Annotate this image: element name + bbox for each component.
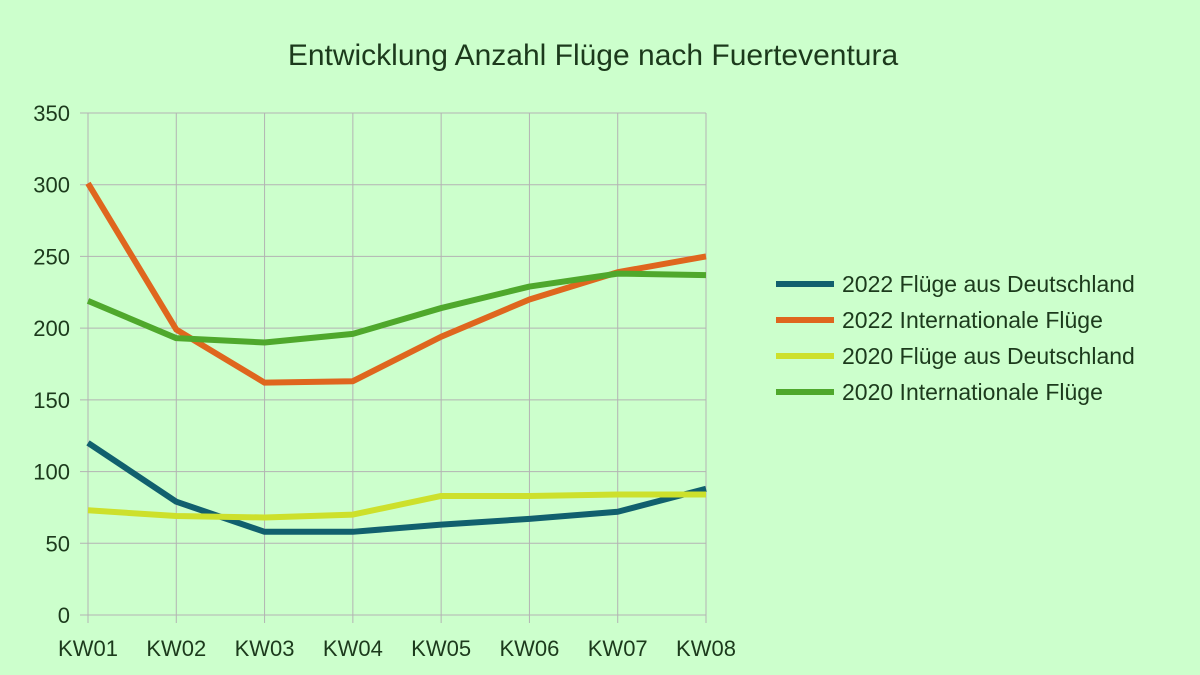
legend: 2022 Flüge aus Deutschland 2022 Internati… — [776, 271, 1135, 405]
y-tick-label: 100 — [33, 460, 70, 485]
legend-label: 2022 Flüge aus Deutschland — [842, 271, 1135, 297]
y-axis: 0 50 100 150 200 250 300 350 — [33, 101, 70, 628]
x-tick-label: KW06 — [499, 636, 559, 661]
y-tick-label: 0 — [58, 603, 70, 628]
chart-title: Entwicklung Anzahl Flüge nach Fuertevent… — [288, 39, 899, 72]
gridlines — [80, 112, 707, 623]
y-tick-label: 50 — [46, 531, 70, 556]
series-line — [85, 181, 707, 386]
series-lines — [85, 181, 707, 535]
legend-label: 2020 Internationale Flüge — [842, 379, 1103, 405]
x-tick-label: KW03 — [235, 636, 295, 661]
x-tick-label: KW08 — [676, 636, 736, 661]
series-line — [86, 270, 707, 346]
y-tick-label: 300 — [33, 173, 70, 198]
x-tick-label: KW07 — [588, 636, 648, 661]
y-tick-label: 150 — [33, 388, 70, 413]
series-line — [86, 440, 707, 535]
y-tick-label: 200 — [33, 316, 70, 341]
x-axis: KW01 KW02 KW03 KW04 KW05 KW06 KW07 KW08 — [58, 636, 736, 661]
series-line — [87, 491, 706, 521]
y-tick-label: 350 — [33, 101, 70, 126]
x-tick-label: KW02 — [146, 636, 206, 661]
x-tick-label: KW01 — [58, 636, 118, 661]
legend-label: 2020 Flüge aus Deutschland — [842, 343, 1135, 369]
legend-label: 2022 Internationale Flüge — [842, 307, 1103, 333]
y-tick-label: 250 — [33, 244, 70, 269]
x-tick-label: KW04 — [323, 636, 383, 661]
x-tick-label: KW05 — [411, 636, 471, 661]
